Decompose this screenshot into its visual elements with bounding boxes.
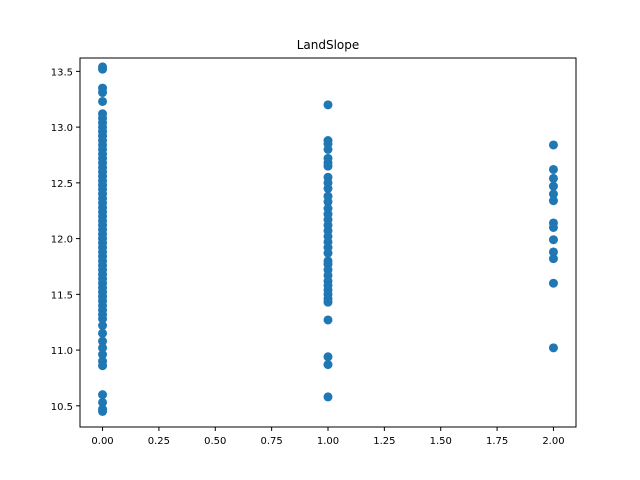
data-point-0-98 [548,140,558,150]
data-point-0-56 [98,350,108,360]
y-axis: 10.5 11.0 11.5 12.0 12.5 13.0 13.5 [51,67,80,413]
data-point-0-1 [98,64,108,74]
data-point-0-109 [548,278,558,288]
data-point-0-72 [323,183,333,193]
data-point-0-96 [323,360,333,370]
data-point-0-93 [323,297,333,307]
data-point-0-107 [548,247,558,257]
y-tick-label-4: 12.5 [51,179,73,190]
x-tick-label-6: 1.50 [430,436,452,447]
data-point-0-103 [548,196,558,206]
x-tick-label-8: 2.00 [542,436,564,447]
data-point-0-99 [548,164,558,174]
data-point-0-62 [98,406,108,416]
data-point-0-105 [548,222,558,232]
data-point-0-100 [548,173,558,183]
x-tick-label-7: 1.75 [486,436,508,447]
x-axis: 0.00 0.25 0.50 0.75 1.00 1.25 1.50 1.75 2.00 [91,427,565,447]
y-tick-label-1: 11.0 [51,346,73,357]
data-point-0-110 [548,343,558,353]
data-point-0-63 [323,100,333,110]
data-points [98,62,558,416]
y-tick-label-2: 11.5 [51,290,73,301]
data-point-0-74 [323,197,333,207]
data-point-0-94 [323,315,333,325]
data-point-0-4 [98,96,108,106]
plot-frame [79,57,577,428]
data-point-0-55 [98,343,108,353]
x-tick-label-2: 0.50 [204,436,226,447]
x-tick-label-1: 0.25 [148,436,170,447]
data-point-0-106 [548,235,558,245]
data-point-0-83 [323,248,333,258]
x-tick-label-3: 0.75 [261,436,283,447]
data-point-0-60 [98,397,108,407]
data-point-0-51 [98,314,108,324]
y-tick-label-5: 13.0 [51,123,73,134]
data-point-0-53 [98,328,108,338]
y-tick-label-3: 12.0 [51,235,73,246]
data-point-0-54 [98,336,108,346]
data-point-0-97 [323,392,333,402]
data-point-0-102 [548,189,558,199]
data-point-0-69 [323,161,333,171]
x-tick-label-4: 1.00 [317,436,339,447]
x-tick-label-5: 1.25 [373,436,395,447]
data-point-0-3 [98,88,108,98]
y-tick-label-0: 10.5 [51,402,73,413]
data-point-0-101 [548,181,558,191]
data-point-0-66 [323,144,333,154]
y-tick-label-6: 13.5 [51,67,73,78]
data-point-0-108 [548,254,558,264]
data-point-0-52 [98,321,108,331]
chart-title: LandSlope [297,38,360,52]
data-point-0-95 [323,352,333,362]
x-tick-label-0: 0.00 [91,436,113,447]
data-point-0-59 [98,390,108,400]
data-point-0-58 [98,361,108,371]
